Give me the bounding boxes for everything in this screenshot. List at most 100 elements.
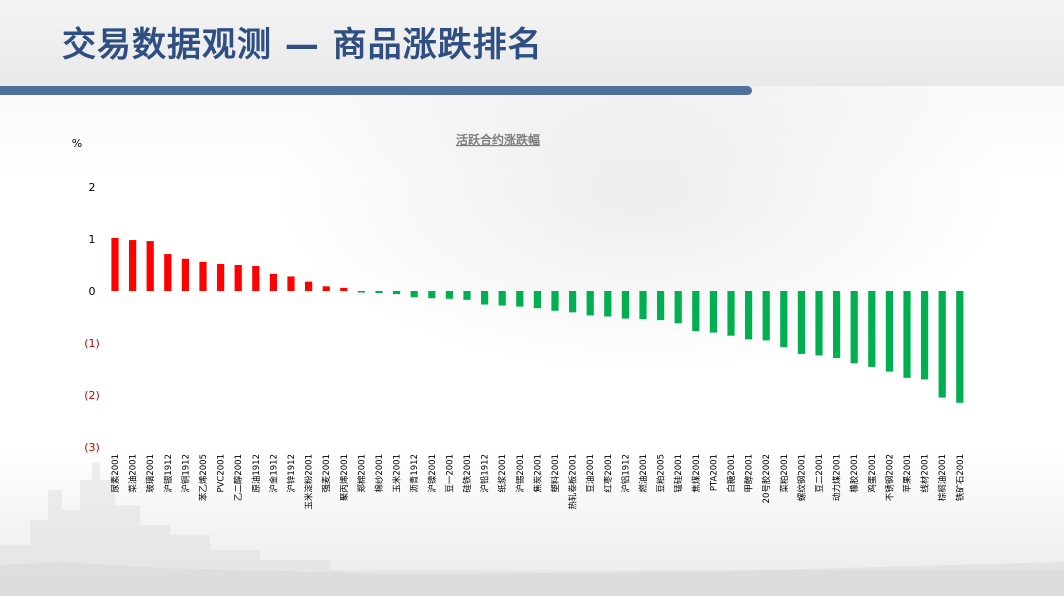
x-tick-label: 玉米2001 [392, 454, 403, 493]
y-tick-label: 1 [89, 233, 96, 246]
x-tick-label: 菜粕2001 [779, 454, 790, 493]
x-tick-label: 硅铁2001 [462, 454, 473, 493]
bar [269, 273, 277, 291]
x-tick-label: 20号胶2002 [761, 454, 772, 503]
x-tick-label: 沪锌1912 [286, 454, 297, 493]
bar [885, 291, 893, 372]
x-tick-label: 豆油2001 [585, 454, 596, 493]
x-tick-label: 橡胶2001 [849, 454, 860, 493]
bar [551, 291, 559, 311]
x-tick-label: 铁矿石2001 [955, 454, 966, 501]
x-tick-label: 动力煤2001 [832, 454, 843, 501]
bar [956, 291, 964, 403]
bar [305, 281, 313, 291]
x-tick-label: 锰硅2001 [673, 454, 684, 493]
x-tick-label: 原油1912 [251, 454, 262, 493]
x-tick-label: 塑料2001 [550, 454, 561, 493]
bar [111, 237, 119, 291]
x-tick-label: 沪银1912 [163, 454, 174, 493]
y-tick-label: (1) [84, 337, 100, 350]
bar [533, 291, 541, 309]
bar [657, 291, 665, 321]
bar [569, 291, 577, 313]
y-tick-label: (3) [84, 441, 100, 454]
bar [146, 241, 154, 291]
y-axis-unit-label: % [72, 137, 82, 150]
x-tick-label: 玉米淀粉2001 [304, 454, 315, 510]
x-tick-label: 豆二2001 [815, 454, 825, 493]
bar [357, 291, 365, 293]
x-tick-label: 焦煤2001 [691, 454, 702, 493]
x-tick-label: 郑棉2001 [356, 454, 367, 493]
bar [921, 291, 929, 380]
bar [217, 263, 225, 291]
x-tick-label: PTA2001 [709, 454, 719, 491]
bar [868, 291, 876, 367]
bar [692, 291, 700, 332]
x-tick-label: 红枣2001 [603, 454, 614, 493]
x-tick-label: 苹果2001 [902, 454, 913, 493]
bar [410, 291, 418, 298]
x-tick-label: 沪镍2001 [427, 454, 438, 493]
x-tick-label: 甲醇2001 [744, 454, 755, 493]
x-tick-label: PVC2001 [217, 454, 227, 493]
y-tick-label: 2 [89, 181, 96, 194]
x-tick-label: 沪铜1912 [180, 454, 191, 493]
bar [903, 291, 911, 378]
x-tick-label: 纸浆2001 [497, 454, 508, 493]
bar [815, 291, 823, 356]
bar [129, 240, 137, 291]
x-tick-label: 尿素2001 [110, 454, 121, 493]
x-tick-label: 棕榈油2001 [937, 454, 948, 501]
bar [393, 291, 401, 295]
bar [621, 291, 629, 319]
bar [252, 266, 260, 291]
bar [199, 261, 207, 291]
bar [586, 291, 594, 316]
bar [833, 291, 841, 359]
x-tick-label: 棉纱2001 [374, 454, 385, 493]
x-axis-labels: 尿素2001 菜油2001 玻璃2001 沪银1912 沪铜1912 苯乙烯2005 PVC… [110, 454, 966, 510]
bar [481, 291, 489, 305]
chart-title: 活跃合约涨跌幅 [456, 132, 540, 147]
bar [516, 291, 524, 307]
bar [375, 291, 383, 294]
bar [181, 258, 189, 291]
y-tick-label: 0 [89, 285, 96, 298]
page-title: 交易数据观测 — 商品涨跌排名 [62, 25, 543, 65]
title-band [0, 0, 1064, 86]
title-rule [0, 86, 752, 95]
x-tick-label: 豆一2001 [445, 454, 455, 493]
x-tick-label: 螺纹钢2001 [796, 454, 807, 501]
bar [340, 287, 348, 291]
bar [428, 291, 436, 299]
x-tick-label: 热轧卷板2001 [568, 454, 579, 510]
bar [498, 291, 506, 306]
bar [463, 291, 471, 300]
bar [797, 291, 805, 354]
bar [234, 265, 242, 291]
x-tick-label: 沪铅1912 [480, 454, 491, 493]
bar [709, 291, 717, 333]
x-tick-label: 菜油2001 [128, 454, 139, 493]
x-tick-label: 聚丙烯2001 [339, 454, 350, 501]
bar [745, 291, 753, 340]
x-tick-label: 焦炭2001 [532, 454, 543, 493]
y-axis-ticks: 2 1 0 (1) (2) (3) [84, 181, 100, 454]
x-tick-label: 鸡蛋2001 [867, 454, 878, 493]
bar [938, 291, 946, 398]
bar [164, 254, 172, 291]
x-tick-label: 燃油2001 [638, 454, 649, 493]
x-tick-label: 沪金1912 [268, 454, 279, 493]
bar [639, 291, 647, 320]
x-tick-label: 沪锡2001 [515, 454, 526, 493]
bar [850, 291, 858, 364]
x-tick-label: 强麦2001 [321, 454, 332, 493]
x-tick-label: 沥青1912 [409, 454, 420, 493]
x-tick-label: 豆粕2005 [656, 454, 667, 493]
bar [287, 276, 295, 291]
bar [604, 291, 612, 317]
y-tick-label: (2) [84, 389, 100, 402]
x-tick-label: 线材2001 [920, 454, 931, 493]
